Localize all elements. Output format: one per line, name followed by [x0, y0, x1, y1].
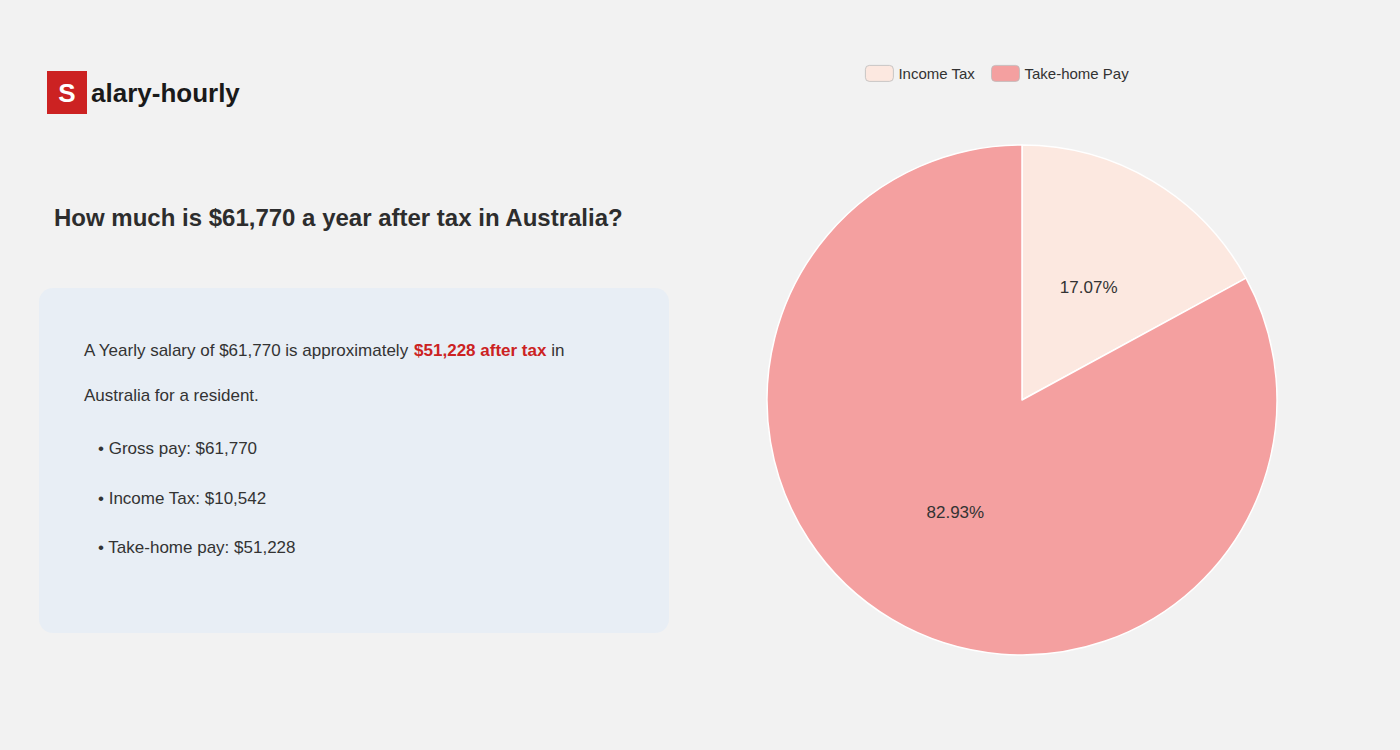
svg-text:Australia for a resident.: Australia for a resident.	[84, 386, 259, 405]
svg-text:17.07%: 17.07%	[1060, 278, 1118, 297]
svg-text:$51,228 after tax: $51,228 after tax	[414, 341, 547, 360]
svg-text:alary-hourly: alary-hourly	[91, 78, 240, 108]
svg-text:Take-home Pay: Take-home Pay	[1024, 65, 1129, 82]
svg-text:• Gross pay: $61,770: • Gross pay: $61,770	[98, 439, 257, 458]
svg-text:• Take-home pay: $51,228: • Take-home pay: $51,228	[98, 538, 296, 557]
svg-text:82.93%: 82.93%	[926, 503, 984, 522]
svg-text:in: in	[546, 341, 564, 360]
svg-text:How much is $61,770 a year aft: How much is $61,770 a year after tax in …	[54, 204, 623, 231]
svg-text:S: S	[58, 78, 75, 108]
svg-text:Income Tax: Income Tax	[898, 65, 975, 82]
svg-text:A Yearly salary of $61,770 is: A Yearly salary of $61,770 is approximat…	[84, 341, 413, 360]
svg-text:• Income Tax: $10,542: • Income Tax: $10,542	[98, 489, 266, 508]
